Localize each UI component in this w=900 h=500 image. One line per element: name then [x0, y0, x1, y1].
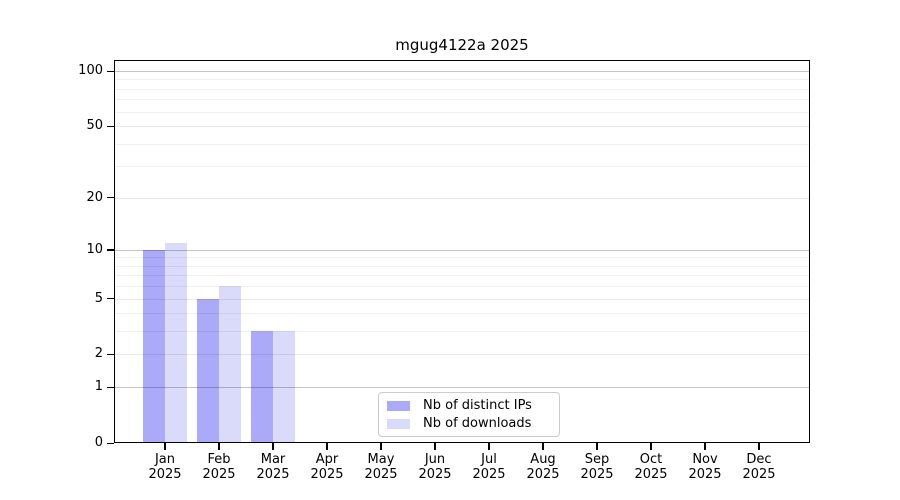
- x-tick-month: Jul: [481, 452, 497, 467]
- y-tick-mark: [107, 70, 114, 72]
- x-tick-mark: [164, 443, 166, 450]
- x-tick-year: 2025: [634, 467, 668, 482]
- x-tick-label: Aug 2025: [516, 452, 570, 482]
- bar-downloads: [273, 331, 295, 443]
- x-tick-mark: [596, 443, 598, 450]
- bar-distinct-ips: [197, 298, 219, 443]
- x-tick-year: 2025: [418, 467, 452, 482]
- x-tick-month: Feb: [207, 452, 231, 467]
- x-tick-month: Aug: [530, 452, 556, 467]
- legend-item-downloads: Nb of downloads: [387, 416, 559, 431]
- x-tick-month: Oct: [639, 452, 663, 467]
- x-tick-mark: [542, 443, 544, 450]
- x-tick-mark: [704, 443, 706, 450]
- x-tick-year: 2025: [364, 467, 398, 482]
- bar-distinct-ips: [251, 331, 273, 443]
- x-tick-year: 2025: [526, 467, 560, 482]
- y-tick-mark: [107, 249, 114, 251]
- x-tick-label: Feb 2025: [192, 452, 246, 482]
- y-tick-label: 1: [94, 379, 103, 395]
- x-tick-label: Sep 2025: [570, 452, 624, 482]
- bar-downloads: [165, 242, 187, 443]
- x-tick-month: Apr: [315, 452, 339, 467]
- x-tick-year: 2025: [580, 467, 614, 482]
- y-tick-mark: [107, 197, 114, 199]
- x-tick-label: Jul 2025: [462, 452, 516, 482]
- x-tick-mark: [650, 443, 652, 450]
- x-tick-month: Dec: [746, 452, 772, 467]
- legend-swatch-downloads: [387, 418, 410, 429]
- x-tick-month: Nov: [692, 452, 718, 467]
- x-tick-year: 2025: [688, 467, 722, 482]
- x-tick-label: Apr 2025: [300, 452, 354, 482]
- y-tick-label: 0: [94, 435, 103, 450]
- x-tick-year: 2025: [472, 467, 506, 482]
- x-tick-year: 2025: [148, 467, 182, 482]
- chart-title: mgug4122a 2025: [395, 36, 529, 54]
- x-tick-month: Mar: [260, 452, 286, 467]
- y-tick-label: 5: [94, 290, 103, 306]
- x-tick-year: 2025: [256, 467, 290, 482]
- y-tick-label: 20: [86, 189, 103, 205]
- x-tick-month: Jan: [154, 452, 176, 467]
- x-tick-label: Nov 2025: [678, 452, 732, 482]
- bar-distinct-ips: [143, 249, 165, 443]
- x-tick-label: Jan 2025: [138, 452, 192, 482]
- x-tick-label: Jun 2025: [408, 452, 462, 482]
- legend-swatch-distinct-ips: [387, 400, 410, 411]
- x-tick-mark: [758, 443, 760, 450]
- x-tick-label: Dec 2025: [732, 452, 786, 482]
- y-tick-mark: [107, 353, 114, 356]
- x-tick-label: Mar 2025: [246, 452, 300, 482]
- x-tick-year: 2025: [202, 467, 236, 482]
- x-tick-label: May 2025: [354, 452, 408, 482]
- x-tick-year: 2025: [742, 467, 776, 482]
- x-tick-mark: [272, 443, 274, 450]
- y-tick-label: 50: [86, 118, 103, 134]
- legend-label-downloads: Nb of downloads: [423, 416, 532, 431]
- x-tick-mark: [218, 443, 220, 450]
- y-tick-label: 10: [86, 241, 103, 257]
- x-tick-label: Oct 2025: [624, 452, 678, 482]
- legend-item-distinct-ips: Nb of distinct IPs: [387, 398, 559, 413]
- y-tick-mark: [107, 386, 114, 388]
- bar-downloads: [219, 286, 241, 443]
- bars-layer: [114, 60, 810, 443]
- x-tick-month: Sep: [584, 452, 610, 467]
- x-tick-mark: [488, 443, 490, 450]
- y-tick-mark: [107, 125, 114, 127]
- x-tick-month: May: [367, 452, 395, 467]
- x-tick-month: Jun: [424, 452, 446, 467]
- legend: Nb of distinct IPs Nb of downloads: [378, 392, 560, 437]
- y-tick-label: 100: [78, 63, 103, 78]
- y-tick-label: 2: [94, 346, 103, 362]
- legend-label-distinct-ips: Nb of distinct IPs: [423, 398, 532, 413]
- x-tick-year: 2025: [310, 467, 344, 482]
- plot-area: [114, 60, 810, 443]
- y-tick-mark: [107, 298, 114, 300]
- x-tick-mark: [326, 443, 328, 450]
- x-tick-mark: [434, 443, 436, 450]
- x-tick-mark: [380, 443, 382, 450]
- y-tick-mark: [107, 442, 114, 444]
